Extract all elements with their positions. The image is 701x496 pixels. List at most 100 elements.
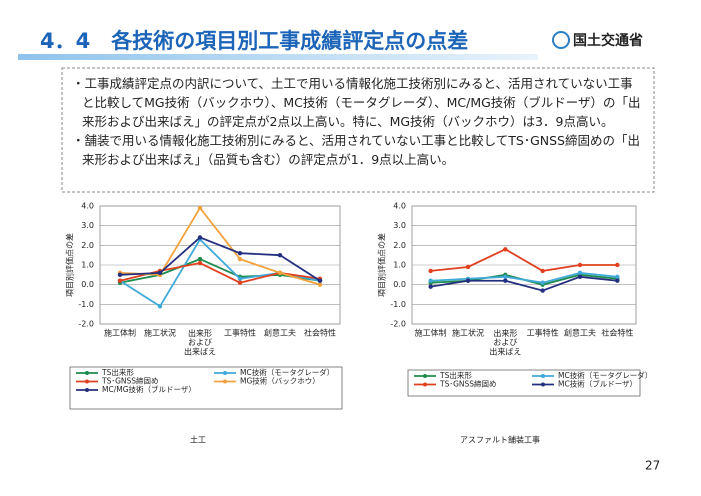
bullet: ・工事成績評定点の内訳について、土工で用いる情報化施工技術別にみると、活用されて… — [72, 76, 641, 129]
x-tick-label: 工事特性 — [527, 328, 559, 338]
data-point — [615, 262, 620, 268]
data-point — [465, 278, 471, 283]
data-point — [157, 304, 163, 309]
data-point — [577, 274, 583, 279]
data-point — [503, 247, 508, 252]
data-point — [197, 260, 203, 266]
data-point — [540, 280, 545, 285]
y-tick-label: -2.0 — [78, 320, 94, 329]
data-point — [503, 278, 508, 283]
bullet-list: ・工事成績評定点の内訳について、土工で用いる情報化施工技術別にみると、活用されて… — [72, 74, 644, 169]
x-tick-label: 創意工夫 — [264, 328, 296, 338]
title-bar — [18, 54, 538, 60]
legend-box — [407, 369, 641, 397]
y-tick-label: -1.0 — [78, 300, 94, 309]
data-point — [237, 256, 243, 262]
x-tick-label: 創意工夫 — [564, 328, 596, 338]
x-tick-label: 出来形および出来ばえ — [184, 328, 216, 356]
data-point — [277, 252, 283, 258]
data-point — [117, 272, 123, 278]
y-tick-label: 3.0 — [393, 221, 406, 230]
data-point — [540, 288, 545, 293]
legend-marker — [223, 379, 227, 384]
data-point — [428, 268, 433, 274]
data-point — [157, 270, 163, 276]
y-tick-label: 0.0 — [393, 280, 406, 289]
legend-label: TS出来形 — [101, 367, 134, 377]
legend-label: TS･GNSS締固め — [439, 379, 497, 389]
legend-marker — [541, 382, 545, 387]
data-point — [465, 264, 471, 270]
data-point — [237, 251, 243, 256]
y-tick-label: 4.0 — [393, 202, 406, 211]
page-number: 27 — [645, 459, 660, 473]
y-tick-label: -2.0 — [390, 320, 406, 329]
x-tick-label: 施工体制 — [415, 328, 447, 338]
legend-label: MC技術（モータグレーダ） — [240, 367, 334, 377]
legend-label: MC技術（ブルドーザ） — [558, 379, 637, 389]
x-tick-label: 出来形および出来ばえ — [489, 328, 521, 356]
slide-title: 4．4 各技術の項目別工事成績評定点の点差 — [40, 29, 468, 53]
legend-marker — [223, 371, 227, 375]
x-tick-label: 社会特性 — [601, 328, 633, 338]
data-point — [540, 268, 545, 274]
data-point — [277, 270, 283, 276]
legend-label: TS･GNSS締固め — [101, 376, 159, 386]
series-line — [119, 258, 321, 284]
y-tick-label: 1.0 — [393, 261, 406, 270]
data-point — [117, 278, 123, 283]
x-tick-label: 施工体制 — [104, 328, 136, 338]
bullet: ・舗装で用いる情報化施工技術別にみると、活用されていない工事と比較してTS･GN… — [72, 133, 640, 167]
data-point — [428, 284, 433, 289]
y-tick-label: 3.0 — [81, 221, 94, 230]
data-point — [428, 278, 433, 283]
legend-marker — [85, 371, 89, 375]
series-line — [430, 248, 618, 272]
data-point — [197, 256, 203, 262]
logo-icon — [552, 31, 570, 49]
data-point — [237, 276, 243, 281]
chart-caption: 土工 — [190, 435, 206, 445]
legend-marker — [85, 388, 89, 392]
x-tick-label: 社会特性 — [304, 328, 336, 338]
x-tick-label: 工事特性 — [224, 328, 256, 338]
legend-box — [69, 366, 343, 410]
series-line — [430, 275, 618, 292]
y-axis-title: 項目別評価点の差 — [377, 233, 387, 297]
legend-marker — [423, 374, 427, 378]
data-point — [577, 262, 583, 268]
data-point — [577, 270, 583, 276]
y-axis-title: 項目別評価点の差 — [65, 233, 75, 297]
logo-text: 国土交通省 — [573, 32, 643, 49]
data-point — [317, 282, 323, 287]
y-tick-label: 2.0 — [81, 241, 94, 250]
series-line — [119, 236, 321, 282]
legend-label: MC/MG技術（ブルドーザ） — [102, 384, 196, 394]
legend-label: TS出来形 — [439, 370, 472, 380]
legend-marker — [85, 379, 89, 384]
y-tick-label: 1.0 — [81, 261, 94, 270]
legend-marker — [541, 374, 545, 378]
series-line — [119, 206, 321, 286]
text-box — [61, 67, 655, 193]
y-tick-label: -1.0 — [390, 300, 406, 309]
data-point — [197, 235, 203, 240]
data-point — [615, 274, 620, 279]
y-tick-label: 2.0 — [393, 241, 406, 250]
legend-marker — [423, 382, 427, 387]
data-point — [503, 274, 508, 279]
series-line — [430, 271, 618, 284]
data-point — [237, 280, 243, 285]
y-tick-label: 0.0 — [81, 280, 94, 289]
legend-label: MG技術（バックホウ） — [240, 376, 320, 386]
x-tick-label: 施工状況 — [144, 328, 176, 338]
legend-label: MC技術（モータグレーダ） — [558, 370, 652, 380]
y-tick-label: 4.0 — [81, 202, 94, 211]
x-tick-label: 施工状況 — [452, 328, 484, 338]
data-point — [615, 278, 620, 283]
data-point — [317, 278, 323, 283]
data-point — [197, 205, 203, 211]
chart-caption: アスファルト舗装工事 — [460, 435, 540, 445]
